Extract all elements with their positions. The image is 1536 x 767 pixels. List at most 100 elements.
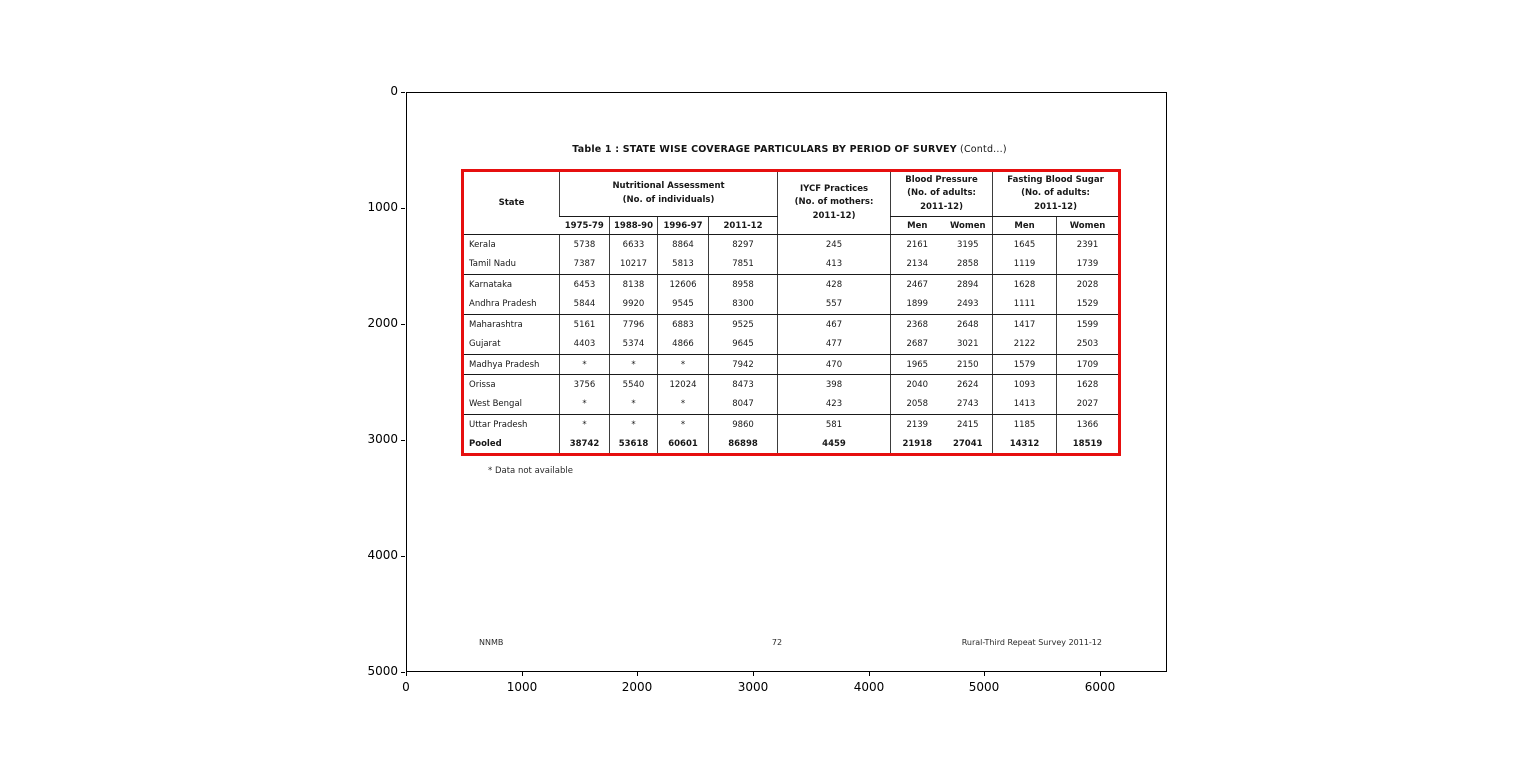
state-cell: Madhya Pradesh: [462, 354, 560, 375]
value-cell: *: [559, 394, 610, 415]
value-cell: 5161: [559, 314, 610, 335]
value-cell: 4866: [657, 334, 709, 355]
table-title: Table 1 : STATE WISE COVERAGE PARTICULAR…: [461, 144, 1118, 155]
header-fasting-blood-sugar: Fasting Blood Sugar (No. of adults: 2011…: [992, 170, 1120, 217]
page-footer-left: NNMB: [479, 638, 504, 647]
state-cell: Tamil Nadu: [462, 254, 560, 275]
x-axis-tick-label: 0: [402, 680, 410, 694]
value-cell: 1093: [992, 374, 1057, 395]
value-cell: 9860: [707, 414, 778, 435]
value-cell: 1628: [992, 274, 1057, 295]
value-cell: 2058: [890, 394, 944, 415]
x-axis-tick-label: 5000: [968, 680, 1000, 694]
x-axis-tick-label: 3000: [737, 680, 769, 694]
value-cell: 557: [777, 294, 891, 315]
y-axis-tick-label: 4000: [367, 548, 398, 562]
y-axis-tick: [401, 92, 405, 93]
value-cell: 1739: [1056, 254, 1120, 275]
value-cell: 53618: [609, 434, 658, 455]
value-cell: 2648: [956, 319, 979, 330]
value-cell: 9645: [707, 334, 778, 355]
table-row: Pooled 38742 53618 60601 86898 4459 21918 27041…: [463, 434, 1120, 455]
header-bp-women: Women: [943, 216, 993, 235]
value-cell: *: [657, 394, 709, 415]
table-row: Orissa 3756 5540 12024 8473 398 2040 2624 1093 16…: [463, 374, 1120, 395]
value-cell: 9545: [657, 294, 709, 315]
y-axis-tick: [401, 324, 405, 325]
value-cell: 5540: [609, 374, 658, 395]
value-cell: 8300: [707, 294, 778, 315]
value-cell: 9920: [609, 294, 658, 315]
y-axis-tick-label: 3000: [367, 432, 398, 446]
state-cell: Gujarat: [462, 334, 560, 355]
value-cell: 3195: [956, 239, 979, 250]
table-row: Gujarat 4403 5374 4866 9645 477 2687 3021 2122 25…: [462, 334, 1120, 355]
table-row: Karnataka 6453 8138 12606 8958 428 2467 2894 162…: [463, 274, 1120, 295]
value-cell: 2894: [956, 279, 979, 290]
value-cell: 470: [777, 354, 891, 375]
plot-area: Table 1 : STATE WISE COVERAGE PARTICULAR…: [406, 92, 1167, 672]
value-cell: 4459: [777, 434, 891, 455]
y-axis-tick: [401, 208, 405, 209]
state-cell: West Bengal: [462, 394, 560, 415]
value-cell: 428: [777, 274, 891, 295]
value-cell: 1599: [1056, 314, 1120, 335]
y-axis-tick: [401, 672, 405, 673]
value-cell: 2027: [1056, 394, 1120, 415]
value-cell: 1413: [992, 394, 1057, 415]
value-cell: 38742: [559, 434, 610, 455]
header-year-1996-97: 1996-97: [657, 216, 709, 235]
x-axis-tick: [1100, 672, 1101, 676]
x-axis-tick-label: 1000: [506, 680, 538, 694]
y-axis-tick-label: 0: [390, 84, 398, 98]
value-cell: *: [609, 414, 658, 435]
value-cell: 2134: [890, 254, 944, 275]
header-blood-pressure: Blood Pressure (No. of adults: 2011-12): [890, 170, 993, 217]
value-cell: *: [609, 394, 658, 415]
table-row: Uttar Pradesh * * * 9860 581 2139 2415 1185 1366: [463, 414, 1120, 435]
value-cell: 2161: [890, 234, 944, 255]
state-cell: Pooled: [469, 438, 502, 449]
value-cell: 6453: [559, 274, 610, 295]
value-cell: 1628: [1056, 374, 1120, 395]
value-cell: 7387: [559, 254, 610, 275]
coverage-table: State Nutritional Assessment (No. of ind…: [461, 169, 1122, 456]
value-cell: 2687: [890, 334, 944, 355]
value-cell: 8864: [657, 234, 709, 255]
value-cell: 4403: [559, 334, 610, 355]
header-bp-men: Men: [890, 216, 944, 235]
value-cell: 8473: [707, 374, 778, 395]
value-cell: 3756: [559, 374, 610, 395]
value-cell: 2743: [943, 394, 993, 415]
value-cell: 12024: [657, 374, 709, 395]
x-axis-tick: [753, 672, 754, 676]
value-cell: *: [559, 354, 610, 375]
x-axis-tick: [406, 672, 407, 676]
table-row: Madhya Pradesh * * * 7942 470 1965 2150 1579 1709: [462, 354, 1120, 375]
value-cell: 1709: [1056, 354, 1120, 375]
y-axis-tick-label: 1000: [367, 200, 398, 214]
value-cell: 1529: [1056, 294, 1120, 315]
value-cell: 2624: [956, 379, 979, 390]
value-cell: 413: [777, 254, 891, 275]
value-cell: 2368: [890, 314, 944, 335]
value-cell: 2858: [943, 254, 993, 275]
value-cell: *: [559, 414, 610, 435]
header-fbs-men: Men: [992, 216, 1057, 235]
value-cell: 1965: [890, 354, 944, 375]
value-cell: 7942: [707, 354, 778, 375]
x-axis-tick-label: 6000: [1084, 680, 1116, 694]
state-cell: Kerala: [469, 239, 496, 250]
header-fbs-women: Women: [1056, 216, 1120, 235]
page-number: 72: [771, 638, 783, 647]
table-row: Tamil Nadu 7387 10217 5813 7851 413 2134 2858 11…: [462, 254, 1120, 275]
state-cell: Karnataka: [469, 279, 513, 290]
value-cell: 9525: [707, 314, 778, 335]
table-row: West Bengal * * * 8047 423 2058 2743 1413 2027: [462, 394, 1120, 415]
value-cell: 423: [777, 394, 891, 415]
value-cell: 398: [777, 374, 891, 395]
value-cell: 5374: [609, 334, 658, 355]
table-row: Maharashtra 5161 7796 6883 9525 467 2368 2648 14…: [463, 314, 1120, 335]
value-cell: *: [657, 414, 709, 435]
